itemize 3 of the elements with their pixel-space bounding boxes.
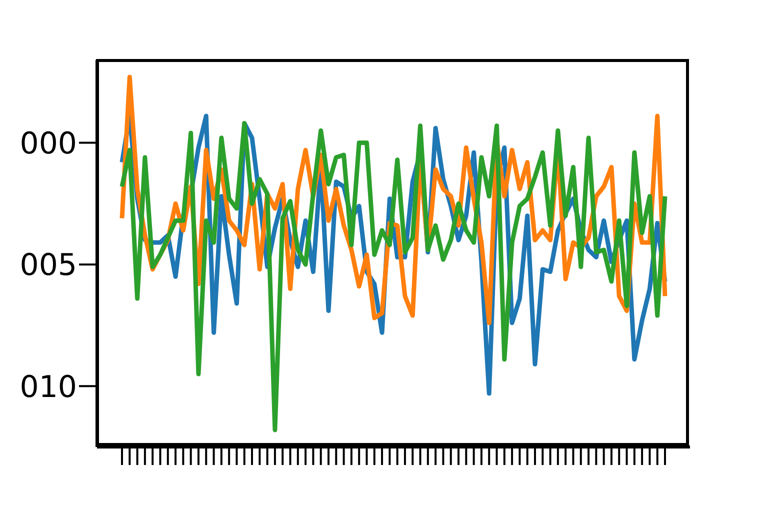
y-tick-label: 010 — [20, 370, 77, 405]
y-tick-label: 000 — [20, 126, 77, 162]
y-tick-label: 005 — [20, 248, 77, 284]
